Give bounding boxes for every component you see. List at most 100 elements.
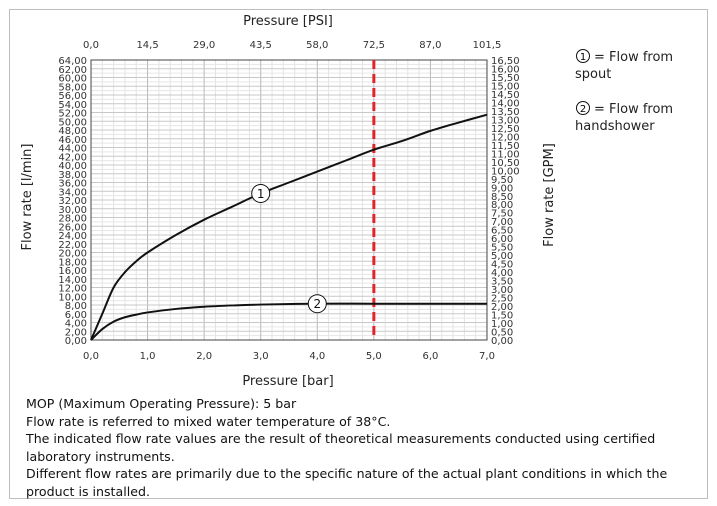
y2-tick-label: 16,00 <box>491 64 520 75</box>
y2-tick-label: 6,50 <box>491 226 513 237</box>
major-grid <box>90 59 488 341</box>
x2-axis-title: Pressure [PSI] <box>243 14 333 29</box>
series-1-marker-label: 1 <box>257 187 265 201</box>
y-tick-label: 60,00 <box>58 74 87 85</box>
y-tick-label: 24,00 <box>58 231 87 242</box>
x-tick-labels: 0,0 1,0 2,0 3,0 4,0 5,0 6,0 7,0 <box>83 351 495 362</box>
y-tick-label: 10,00 <box>58 292 87 303</box>
y2-tick-label: 4,50 <box>491 260 513 271</box>
y2-tick-label: 14,50 <box>491 90 520 101</box>
y-tick-label: 12,00 <box>58 284 87 295</box>
y2-tick-label: 6,00 <box>491 234 513 245</box>
x2-tick-labels: 0,0 14,5 29,0 43,5 58,0 72,5 87,0 101,5 <box>83 40 501 51</box>
legend-item-1: 1 = Flow from spout <box>575 49 673 82</box>
y2-tick-label: 5,50 <box>491 243 513 254</box>
y2-tick-label: 7,00 <box>491 217 513 228</box>
y-tick-label: 56,00 <box>58 91 87 102</box>
notes-block: MOP (Maximum Operating Pressure): 5 bar … <box>26 395 706 501</box>
y-tick-label: 64,00 <box>58 56 87 67</box>
y-tick-label: 50,00 <box>58 117 87 128</box>
x-tick-label: 3,0 <box>253 351 269 362</box>
y2-tick-label: 8,50 <box>491 192 513 203</box>
x2-tick-label: 72,5 <box>363 40 385 51</box>
y-tick-label: 14,00 <box>58 275 87 286</box>
x-axis-title: Pressure [bar] <box>242 374 333 389</box>
series-2-marker <box>307 294 327 314</box>
y-tick-label: 20,00 <box>58 249 87 260</box>
y2-tick-label: 3,00 <box>491 285 513 296</box>
y2-tick-label: 8,00 <box>491 200 513 211</box>
y2-tick-labels: 0,000,501,001,502,002,503,003,504,004,50… <box>491 56 520 347</box>
note-mop: MOP (Maximum Operating Pressure): 5 bar <box>26 396 297 411</box>
y2-tick-label: 1,00 <box>491 319 513 330</box>
y-tick-label: 62,00 <box>58 65 87 76</box>
y-tick-label: 42,00 <box>58 152 87 163</box>
legend-label-2-line1: = Flow from <box>594 102 673 117</box>
y-tick-label: 30,00 <box>58 205 87 216</box>
y-tick-label: 54,00 <box>58 100 87 111</box>
legend-label-1-line2: spout <box>575 67 611 82</box>
y-tick-label: 44,00 <box>58 144 87 155</box>
y2-tick-label: 15,50 <box>491 73 520 84</box>
flow-rate-chart: 0,0 1,0 2,0 3,0 4,0 5,0 6,0 7,0 0,0 14,5 29,0 43,5… <box>20 14 673 389</box>
legend-marker-2-number: 2 <box>580 104 586 115</box>
y2-tick-label: 13,50 <box>491 107 520 118</box>
y2-tick-label: 15,00 <box>491 81 520 92</box>
y-tick-label: 34,00 <box>58 187 87 198</box>
series-group: 12 <box>90 113 488 341</box>
y2-tick-label: 11,50 <box>491 141 520 152</box>
y-tick-label: 46,00 <box>58 135 87 146</box>
y2-tick-label: 10,50 <box>491 158 520 169</box>
x2-tick-label: 0,0 <box>83 40 99 51</box>
chart-frame <box>9 9 708 499</box>
note-temperature: Flow rate is referred to mixed water tem… <box>26 413 391 429</box>
y-tick-label: 38,00 <box>58 170 87 181</box>
y2-tick-label: 7,50 <box>491 209 513 220</box>
y2-tick-label: 3,50 <box>491 277 513 288</box>
y-tick-label: 4,00 <box>65 319 87 330</box>
x-tick-label: 7,0 <box>479 351 495 362</box>
y-tick-label: 8,00 <box>65 301 87 312</box>
y-axis-title: Flow rate [l/min] <box>20 144 35 251</box>
series-1-line <box>90 113 488 341</box>
x-tick-label: 2,0 <box>196 351 212 362</box>
legend-marker-1-number: 1 <box>580 52 586 63</box>
y2-tick-label: 0,50 <box>491 328 513 339</box>
y2-tick-label: 11,00 <box>491 149 520 160</box>
y2-tick-label: 12,50 <box>491 124 520 135</box>
y-tick-label: 48,00 <box>58 126 87 137</box>
y-tick-label: 22,00 <box>58 240 87 251</box>
y2-tick-label: 5,00 <box>491 251 513 262</box>
note-measurements: The indicated flow rate values are the r… <box>26 431 656 464</box>
y-tick-label: 40,00 <box>58 161 87 172</box>
y-tick-label: 32,00 <box>58 196 87 207</box>
x2-tick-label: 43,5 <box>250 40 272 51</box>
y2-tick-label: 12,00 <box>491 132 520 143</box>
x2-tick-label: 29,0 <box>193 40 215 51</box>
series-1-marker <box>251 183 271 203</box>
plot-border <box>90 59 488 341</box>
series-2-marker-label: 2 <box>313 297 321 311</box>
legend-item-2: 2 = Flow from handshower <box>575 101 673 134</box>
y-tick-label: 36,00 <box>58 179 87 190</box>
y2-axis-title: Flow rate [GPM] <box>542 143 557 247</box>
x-tick-label: 4,0 <box>309 351 325 362</box>
y-tick-label: 0,00 <box>65 336 87 347</box>
y2-tick-label: 4,00 <box>491 268 513 279</box>
legend-marker-1 <box>576 49 590 63</box>
series-2-line <box>90 302 487 341</box>
y2-tick-label: 9,50 <box>491 175 513 186</box>
legend-marker-2 <box>576 101 590 115</box>
y-tick-labels: 0,002,004,006,008,0010,0012,0014,0016,00… <box>58 56 87 347</box>
legend-label-1-line1: = Flow from <box>594 50 673 65</box>
y-tick-label: 58,00 <box>58 82 87 93</box>
y2-tick-label: 2,50 <box>491 294 513 305</box>
x-tick-label: 6,0 <box>422 351 438 362</box>
x2-tick-label: 58,0 <box>306 40 328 51</box>
x-tick-label: 0,0 <box>83 351 99 362</box>
y2-tick-label: 0,00 <box>491 336 513 347</box>
x2-tick-label: 101,5 <box>473 40 502 51</box>
x-tick-label: 5,0 <box>366 351 382 362</box>
y-tick-label: 6,00 <box>65 310 87 321</box>
y-tick-label: 26,00 <box>58 222 87 233</box>
